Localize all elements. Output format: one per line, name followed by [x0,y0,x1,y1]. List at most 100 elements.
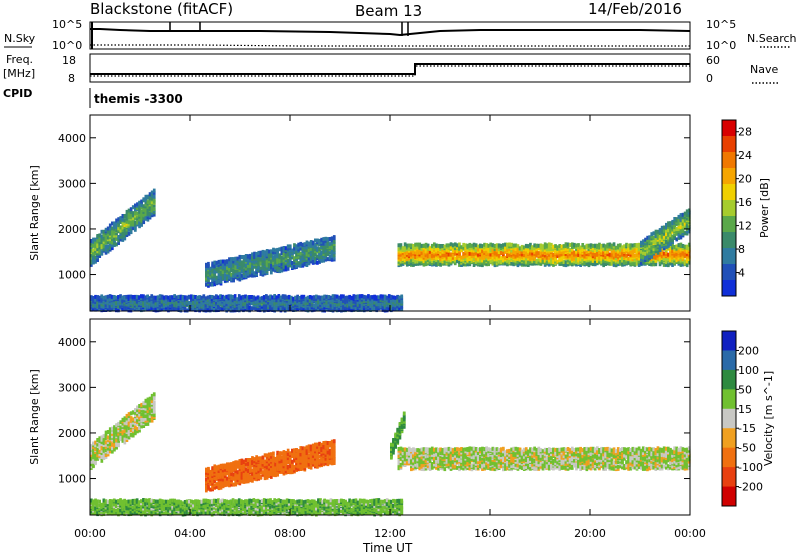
data-cell [481,258,484,263]
data-cell [562,244,566,249]
data-cell [583,261,587,266]
data-cell [583,257,587,262]
data-cell [108,229,112,234]
data-cell [392,295,395,300]
freq-unit-label: [MHz] [3,67,35,80]
data-cell [593,248,597,253]
data-cell [100,458,104,463]
data-cell [648,259,651,264]
data-cell [476,261,480,266]
data-cell [221,269,225,274]
data-cell [295,252,298,257]
data-cell [547,258,551,263]
data-cell [137,295,141,300]
data-cell [445,243,449,248]
data-cell [300,305,304,310]
data-cell [213,264,217,269]
data-cell [324,248,328,253]
data-cell [90,305,93,310]
data-cell [242,302,245,307]
data-cell [328,254,332,259]
data-cell [589,255,593,260]
data-cell [125,297,129,302]
data-cell [344,295,347,300]
data-cell [252,295,256,300]
data-cell [687,229,691,234]
nave-tick-lo: 0 [706,72,713,85]
data-cell [115,225,118,230]
data-cell [156,300,160,305]
data-cell [318,238,321,243]
data-cell [102,236,106,241]
data-cell [277,297,281,302]
data-cell [352,303,356,308]
data-cell [508,255,511,260]
data-cell [121,298,124,302]
data-cell [252,297,256,302]
data-cell [226,268,229,273]
data-cell [416,248,419,253]
data-cell [131,222,135,227]
data-cell [472,257,476,261]
data-cell [156,303,160,308]
data-cell [314,238,317,243]
freq-tick-lo: 8 [68,72,75,85]
data-cell [652,259,656,264]
data-cell [441,261,445,266]
data-cell [539,243,543,248]
data-cell [92,451,95,456]
data-cell [106,244,110,249]
data-cell [225,294,229,299]
data-cell [414,254,417,259]
data-cell [652,237,656,242]
data-cell [162,295,166,300]
data-cell [117,217,120,222]
data-cell [479,258,482,263]
data-cell [265,261,269,266]
data-cell [260,304,264,309]
data-cell [677,243,681,248]
data-cell [187,294,191,299]
data-cell [215,267,219,272]
data-cell [215,279,219,283]
data-cell [106,300,110,305]
data-cell [295,255,298,260]
data-cell [140,222,143,227]
data-cell [516,263,520,268]
data-cell [458,262,461,267]
data-cell [335,294,339,299]
data-cell [479,255,482,260]
data-cell [133,300,137,305]
data-cell [209,270,212,275]
data-cell [285,295,289,300]
data-cell [660,254,664,259]
data-cell [516,244,520,249]
data-cell [242,255,246,259]
data-cell [134,220,137,225]
data-cell [142,215,146,220]
data-cell [531,245,534,250]
data-cell [449,260,453,265]
data-cell [242,268,246,273]
data-cell [142,213,146,218]
data-cell [232,270,235,275]
data-cell [226,275,229,280]
data-cell [358,302,362,307]
data-cell [327,301,331,306]
data-cell [254,303,258,308]
data-cell [257,250,261,255]
data-cell [121,221,125,226]
data-cell [654,245,658,250]
data-cell [152,194,156,199]
data-cell [223,299,226,304]
data-cell [340,300,343,305]
data-cell [142,297,145,302]
data-cell [117,295,120,299]
data-cell [383,297,387,302]
data-cell [625,242,628,247]
data-cell [249,266,252,271]
data-cell [144,306,147,311]
data-cell [92,457,95,462]
data-cell [248,305,251,310]
